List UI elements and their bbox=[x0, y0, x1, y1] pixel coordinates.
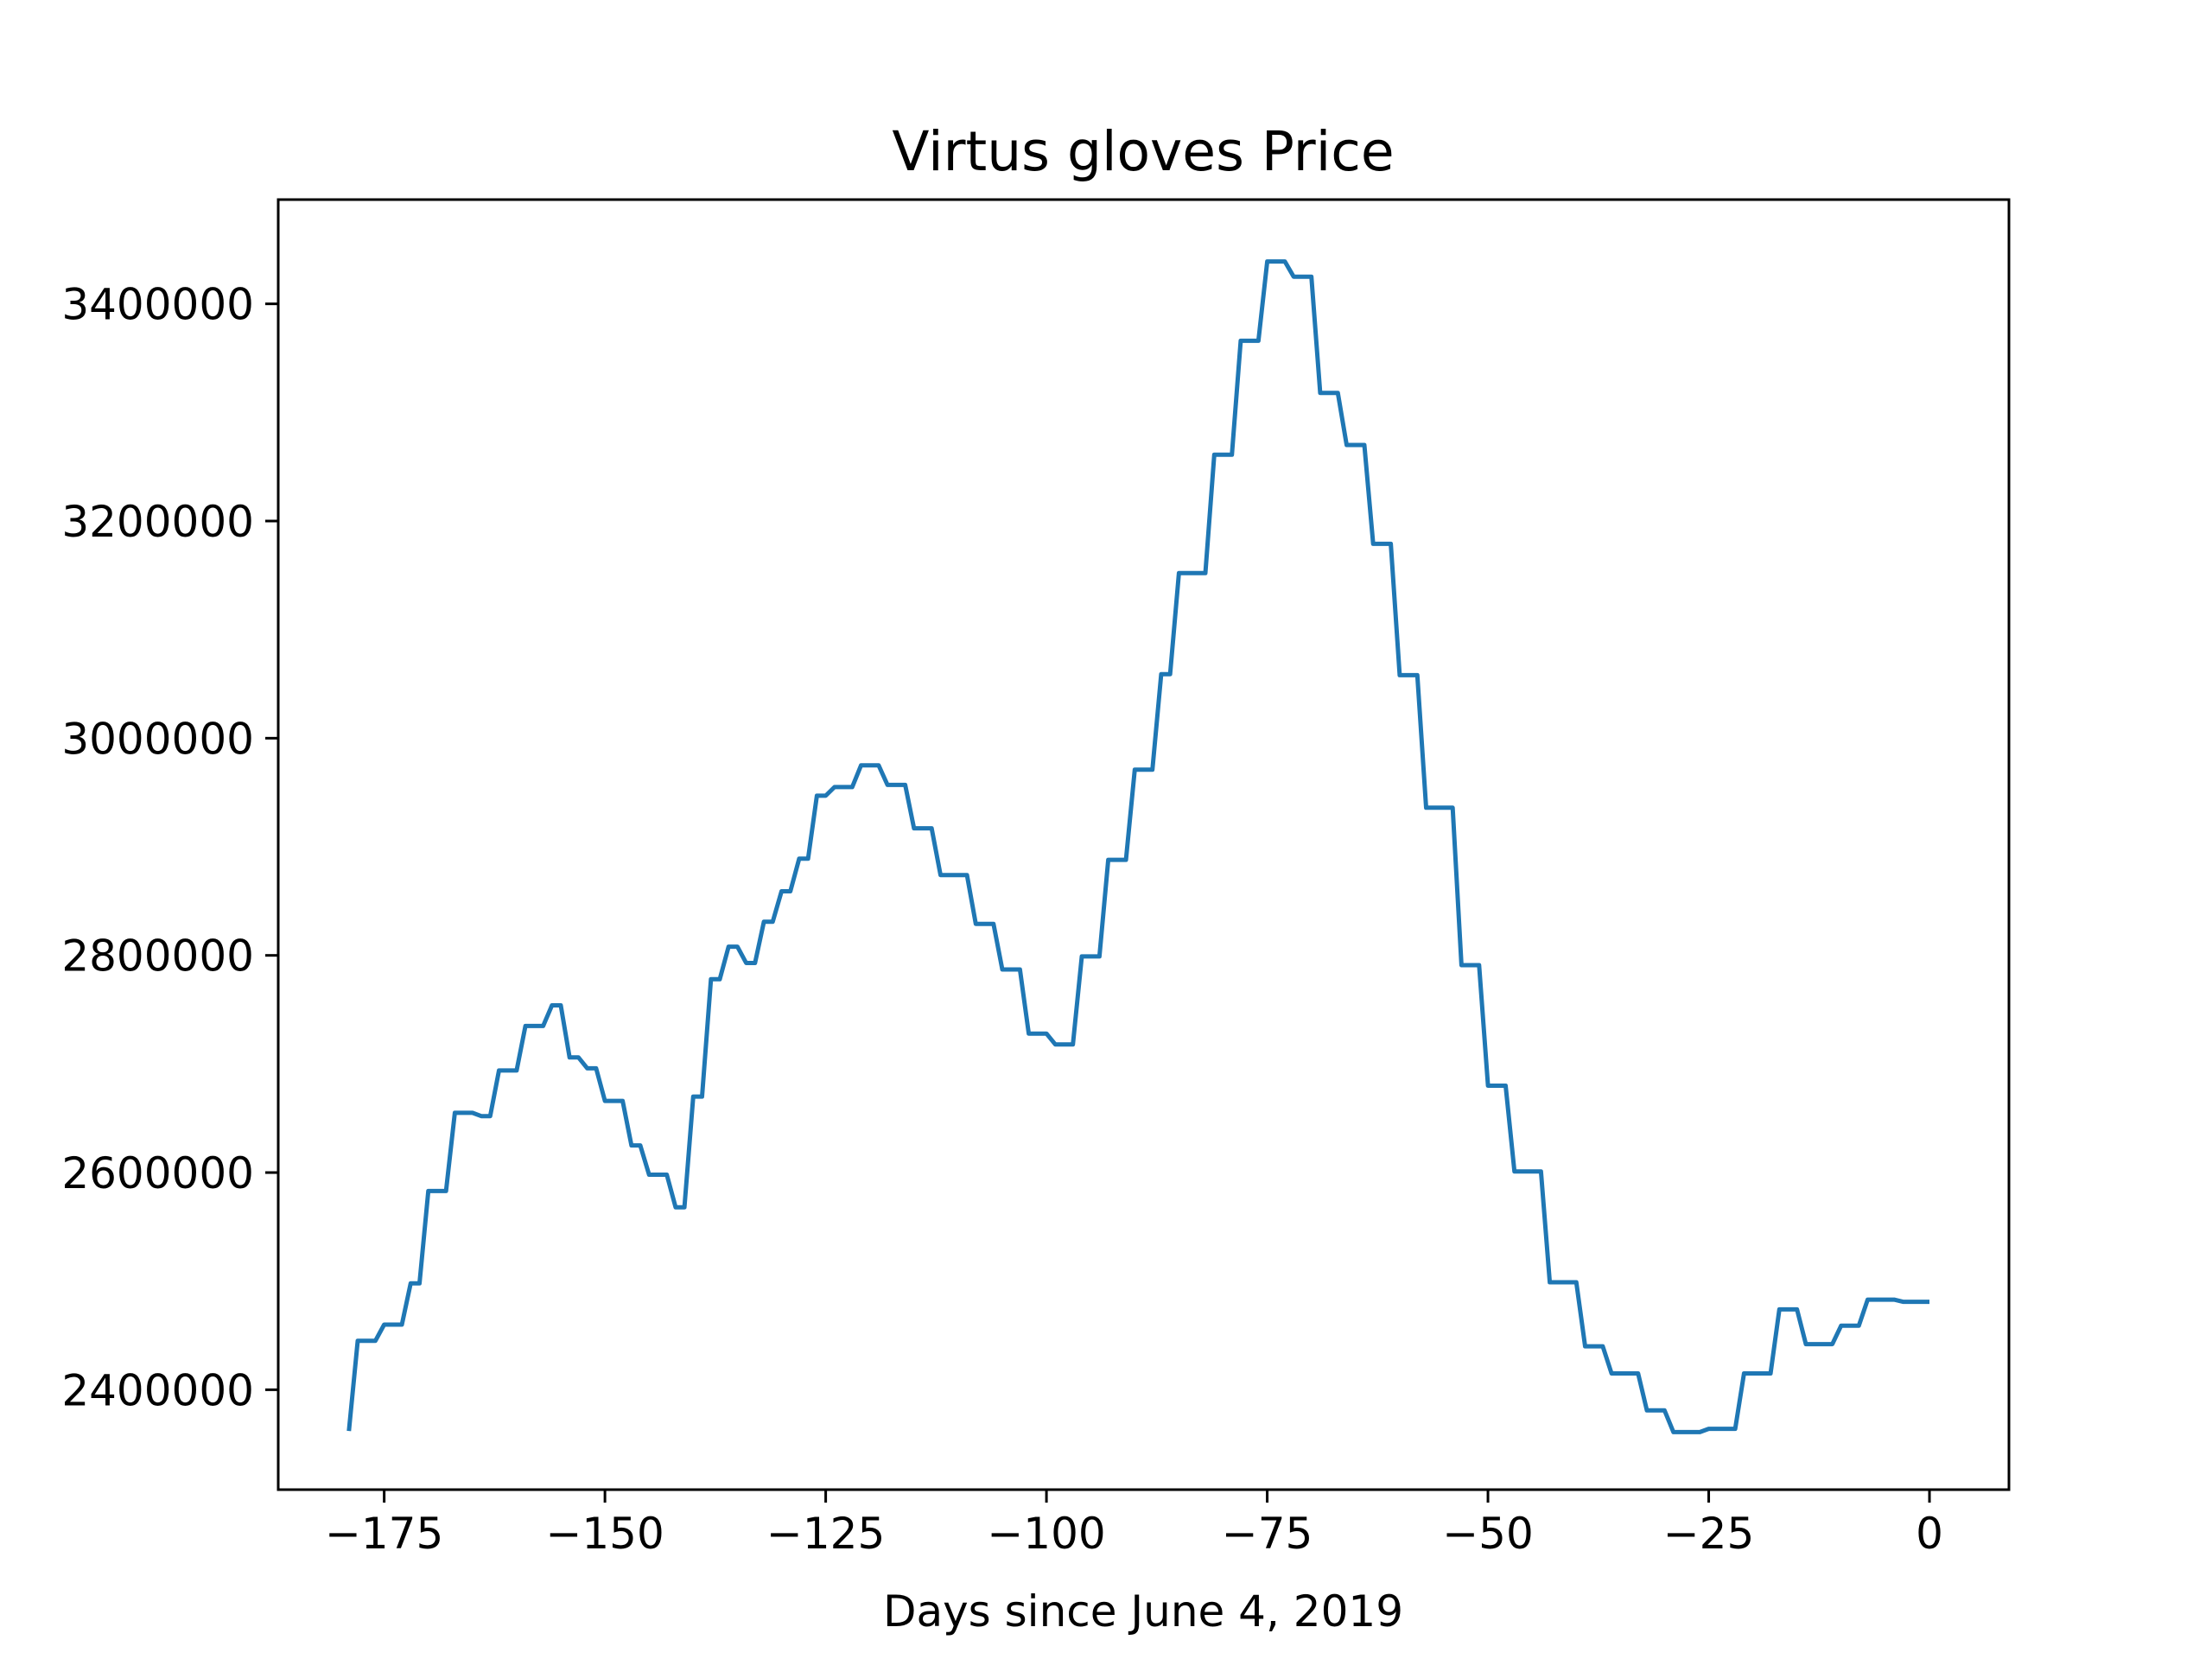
x-tick-label: −75 bbox=[1222, 1509, 1313, 1559]
plot-area-frame bbox=[276, 198, 2011, 1491]
series-line-0 bbox=[346, 259, 1929, 1434]
y-tick-label: 3000000 bbox=[61, 714, 254, 764]
x-tick-label: −150 bbox=[545, 1509, 664, 1559]
plot-lines bbox=[346, 259, 1929, 1434]
y-tick-label: 3200000 bbox=[61, 497, 254, 547]
x-tick-label: −50 bbox=[1442, 1509, 1534, 1559]
x-axis: −175 −150 −125 −100 −75 −50 −25 0 bbox=[325, 1490, 1943, 1559]
x-tick-label: −175 bbox=[325, 1509, 443, 1559]
y-axis: 2400000 2600000 2800000 3000000 3200000 34000… bbox=[61, 280, 278, 1415]
y-tick-label: 2800000 bbox=[61, 931, 254, 982]
chart-title: Virtus gloves Price bbox=[892, 120, 1394, 183]
x-axis-label: Days since June 4, 2019 bbox=[883, 1586, 1403, 1637]
x-tick-label: 0 bbox=[1916, 1509, 1943, 1559]
y-tick-label: 3400000 bbox=[61, 280, 254, 330]
x-tick-label: −125 bbox=[766, 1509, 885, 1559]
y-tick-label: 2400000 bbox=[61, 1365, 254, 1415]
x-tick-label: −100 bbox=[987, 1509, 1105, 1559]
x-tick-label: −25 bbox=[1663, 1509, 1755, 1559]
y-tick-label: 2600000 bbox=[61, 1148, 254, 1198]
